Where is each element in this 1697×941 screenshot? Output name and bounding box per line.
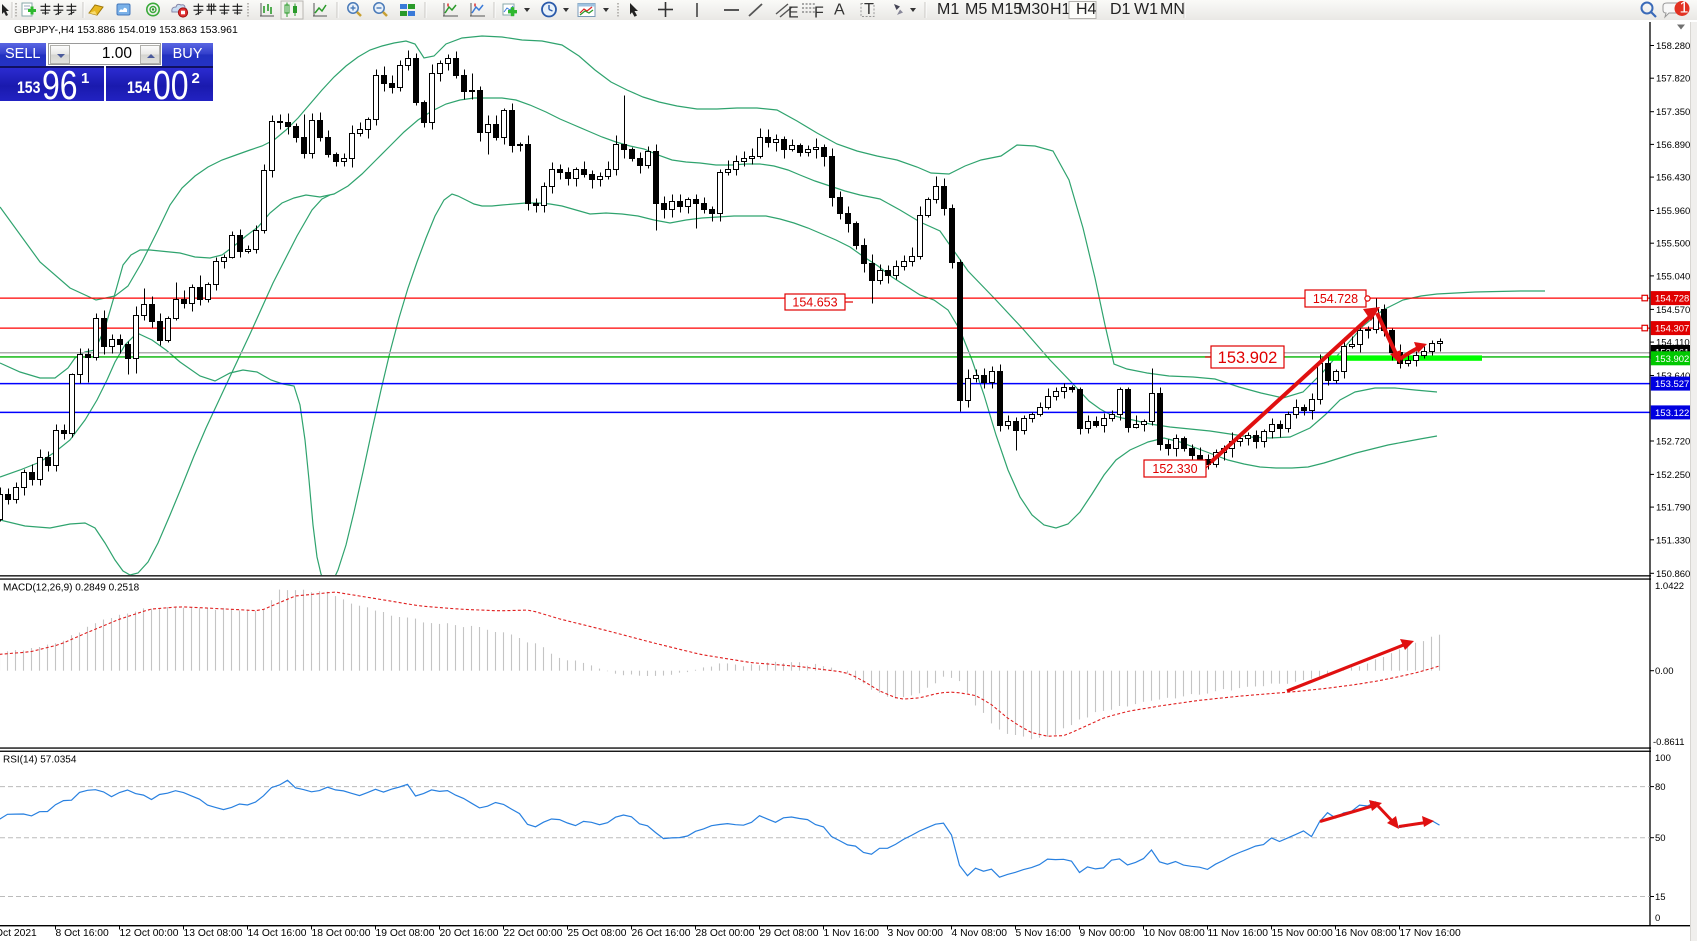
- svg-text:12 Oct 00:00: 12 Oct 00:00: [120, 928, 179, 939]
- svg-text:80: 80: [1655, 782, 1666, 793]
- svg-text:F: F: [814, 5, 824, 21]
- svg-text:D1: D1: [1110, 1, 1131, 18]
- svg-text:153.527: 153.527: [1655, 379, 1689, 390]
- svg-text:153.640: 153.640: [1656, 371, 1690, 382]
- svg-text:16 Nov 08:00: 16 Nov 08:00: [1336, 928, 1398, 939]
- svg-text:3 Nov 00:00: 3 Nov 00:00: [888, 928, 944, 939]
- svg-text:-0.8611: -0.8611: [1653, 737, 1685, 748]
- svg-text:19 Oct 08:00: 19 Oct 08:00: [376, 928, 435, 939]
- svg-text:GBPJPY-,H4 153.886 154.019 15: GBPJPY-,H4 153.886 154.019 153.863 153.9…: [14, 24, 238, 36]
- svg-text:1.0422: 1.0422: [1655, 581, 1684, 592]
- svg-text:153.902: 153.902: [1655, 354, 1689, 365]
- svg-text:M15: M15: [991, 1, 1022, 18]
- svg-text:18 Oct 00:00: 18 Oct 00:00: [312, 928, 371, 939]
- svg-text:29 Oct 08:00: 29 Oct 08:00: [760, 928, 819, 939]
- svg-text:M1: M1: [937, 1, 959, 18]
- svg-text:158.280: 158.280: [1656, 41, 1690, 52]
- svg-text:154.728: 154.728: [1313, 292, 1358, 306]
- svg-text:151.330: 151.330: [1656, 535, 1690, 546]
- svg-text:155.500: 155.500: [1656, 239, 1690, 250]
- svg-text:25 Oct 08:00: 25 Oct 08:00: [568, 928, 627, 939]
- svg-text:151.790: 151.790: [1656, 503, 1690, 514]
- svg-text:100: 100: [1655, 753, 1671, 764]
- svg-text:154.307: 154.307: [1655, 324, 1689, 335]
- svg-text:154.570: 154.570: [1656, 305, 1690, 316]
- svg-text:154.110: 154.110: [1656, 338, 1690, 349]
- svg-text:E: E: [788, 5, 799, 21]
- svg-text:1 Nov 16:00: 1 Nov 16:00: [824, 928, 880, 939]
- svg-text:0.00: 0.00: [1655, 666, 1674, 677]
- svg-text:RSI(14) 57.0354: RSI(14) 57.0354: [3, 755, 77, 766]
- svg-text:0: 0: [1655, 913, 1660, 924]
- svg-text:155.960: 155.960: [1656, 206, 1690, 217]
- svg-text:H1: H1: [1050, 1, 1071, 18]
- svg-text:28 Oct 00:00: 28 Oct 00:00: [696, 928, 755, 939]
- svg-text:154.728: 154.728: [1655, 294, 1689, 305]
- svg-text:5 Nov 16:00: 5 Nov 16:00: [1016, 928, 1072, 939]
- svg-text:153.902: 153.902: [1218, 349, 1278, 367]
- svg-text:14 Oct 16:00: 14 Oct 16:00: [248, 928, 307, 939]
- svg-text:T: T: [864, 1, 874, 18]
- svg-text:10 Nov 08:00: 10 Nov 08:00: [1144, 928, 1206, 939]
- svg-text:M30: M30: [1018, 1, 1049, 18]
- svg-text:M5: M5: [965, 1, 987, 18]
- svg-text:Oct 2021: Oct 2021: [0, 928, 37, 939]
- svg-text:1: 1: [1680, 0, 1689, 17]
- svg-text:156.430: 156.430: [1656, 173, 1690, 184]
- svg-text:15 Nov 00:00: 15 Nov 00:00: [1272, 928, 1334, 939]
- svg-text:MACD(12,26,9) 0.2849 0.2518: MACD(12,26,9) 0.2849 0.2518: [3, 583, 140, 594]
- svg-text:154.653: 154.653: [792, 296, 837, 310]
- svg-text:156.890: 156.890: [1656, 140, 1690, 151]
- svg-text:17 Nov 16:00: 17 Nov 16:00: [1400, 928, 1462, 939]
- svg-text:20 Oct 16:00: 20 Oct 16:00: [440, 928, 499, 939]
- svg-text:157.350: 157.350: [1656, 107, 1690, 118]
- svg-text:4 Nov 08:00: 4 Nov 08:00: [952, 928, 1008, 939]
- svg-text:22 Oct 00:00: 22 Oct 00:00: [504, 928, 563, 939]
- svg-text:H4: H4: [1076, 1, 1097, 18]
- svg-text:9 Nov 00:00: 9 Nov 00:00: [1080, 928, 1136, 939]
- svg-text:MN: MN: [1160, 1, 1185, 18]
- svg-text:A: A: [834, 2, 845, 19]
- svg-text:152.330: 152.330: [1152, 462, 1197, 476]
- svg-text:8 Oct 16:00: 8 Oct 16:00: [56, 928, 110, 939]
- svg-text:155.040: 155.040: [1656, 271, 1690, 282]
- svg-text:13 Oct 08:00: 13 Oct 08:00: [184, 928, 243, 939]
- svg-text:157.820: 157.820: [1656, 74, 1690, 85]
- svg-text:W1: W1: [1134, 1, 1158, 18]
- svg-text:26 Oct 16:00: 26 Oct 16:00: [632, 928, 691, 939]
- svg-text:11 Nov 16:00: 11 Nov 16:00: [1208, 928, 1269, 939]
- svg-text:152.720: 152.720: [1656, 437, 1690, 448]
- svg-text:152.250: 152.250: [1656, 470, 1690, 481]
- svg-text:150.860: 150.860: [1656, 569, 1690, 580]
- svg-text:153.122: 153.122: [1655, 408, 1689, 419]
- svg-text:15: 15: [1655, 892, 1666, 903]
- svg-text:50: 50: [1655, 833, 1666, 844]
